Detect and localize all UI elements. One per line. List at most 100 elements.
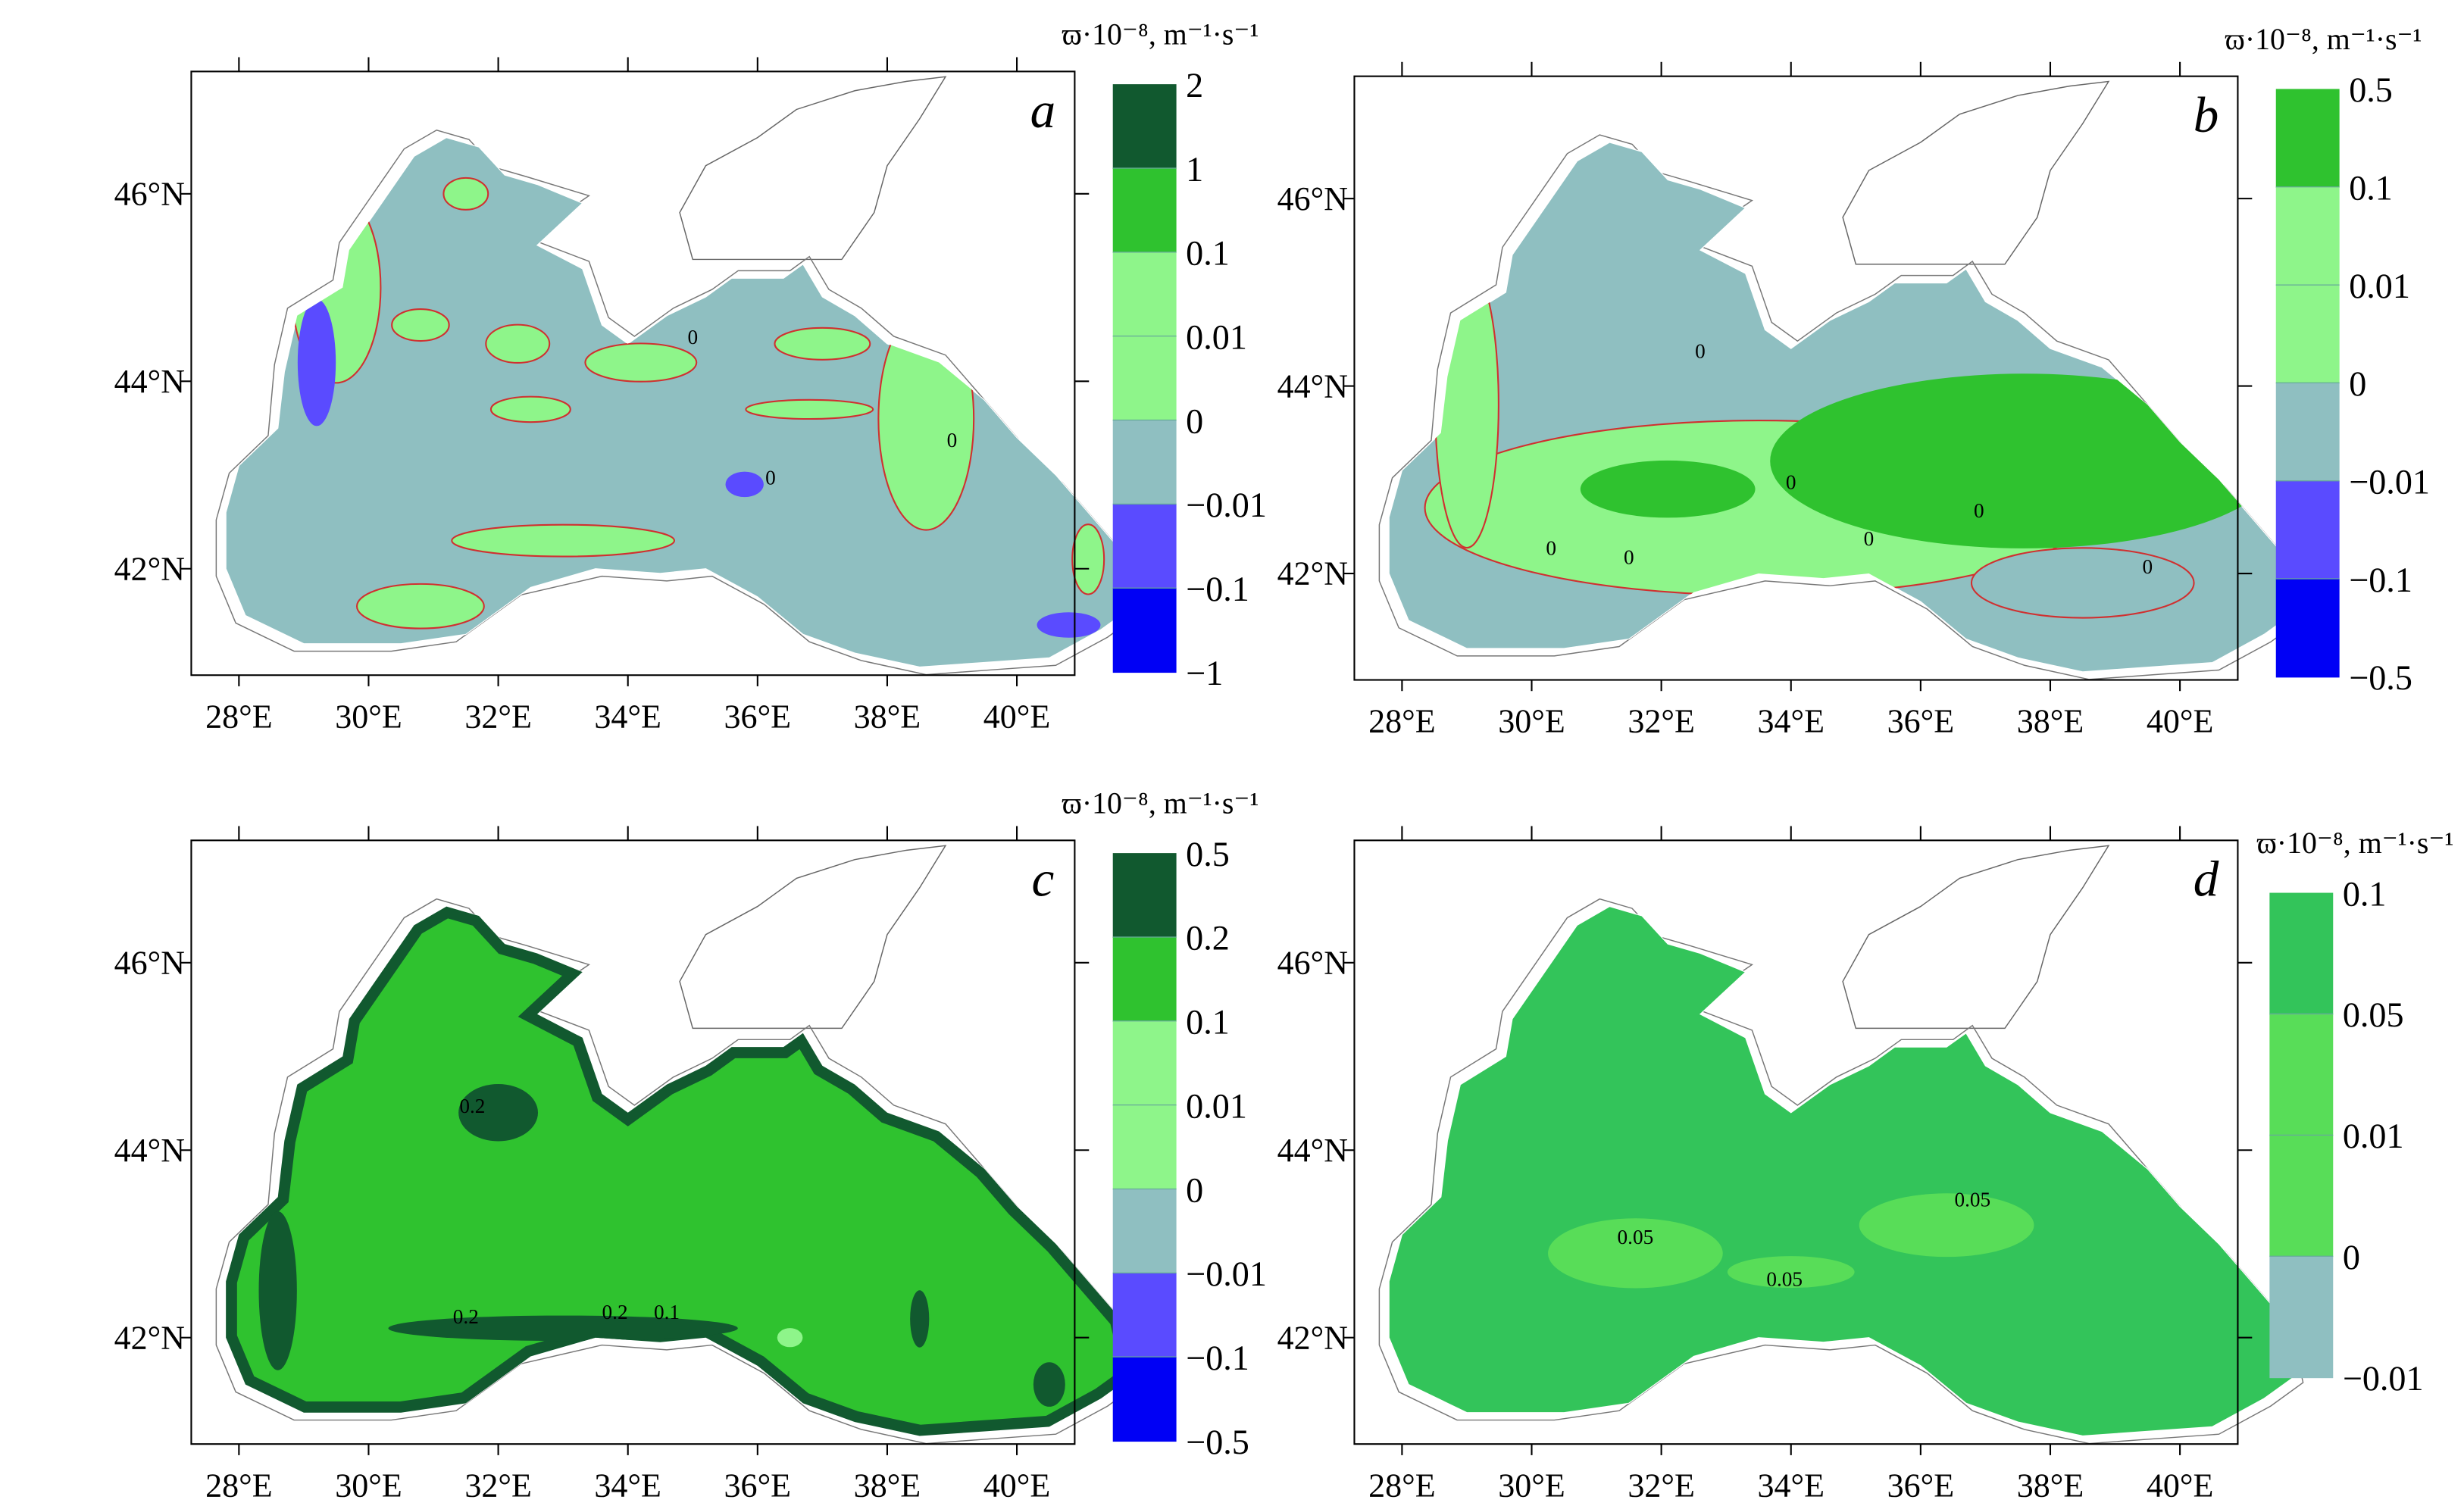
contour-label: 0.05	[1618, 1226, 1654, 1248]
colorbar: ϖ·10⁻⁸, m⁻¹·s⁻¹ 0.1 0.05 0.01 0 −0.01	[2257, 826, 2454, 1398]
contour-region	[1037, 612, 1101, 638]
contour-label: 0.1	[654, 1301, 680, 1323]
contour-region	[485, 323, 551, 364]
colorbar-label: 0	[2343, 1238, 2360, 1276]
colorbar-swatch	[2275, 480, 2340, 580]
sea-of-azov-outline	[1842, 80, 2110, 265]
sea-field	[225, 905, 1134, 1437]
lat-tick-label: 42°N	[114, 550, 185, 587]
contour-label: 0.05	[1766, 1268, 1803, 1291]
colorbar-label: 0.01	[1186, 317, 1247, 356]
lat-tick-label: 44°N	[114, 363, 185, 400]
map-frame	[1353, 839, 2239, 1445]
contour-region	[297, 298, 336, 426]
colorbar-label: 2	[1186, 66, 1203, 105]
colorbar-label: −0.5	[2349, 658, 2412, 697]
contour-region	[1071, 523, 1105, 595]
contour-region	[1580, 460, 1756, 518]
panel-letter: c	[1032, 851, 1055, 908]
coastline	[1378, 134, 2304, 680]
lat-tick-label: 44°N	[114, 1132, 185, 1169]
lon-tick-label: 28°E	[205, 698, 273, 735]
colorbar-swatch	[2269, 892, 2334, 1015]
colorbar-swatch	[1112, 1357, 1177, 1442]
lon-tick-label: 34°E	[1757, 703, 1825, 740]
colorbar-label: −0.1	[1186, 570, 1249, 608]
lon-tick-label: 38°E	[2017, 1467, 2084, 1504]
colorbar-swatch	[1112, 167, 1177, 253]
colorbar-label: −1	[1186, 654, 1223, 692]
contour-label: 0.05	[1954, 1188, 1990, 1211]
contour-label: 0	[1786, 471, 1796, 494]
colorbar-label: −0.01	[2349, 462, 2430, 501]
contour-label: 0	[1546, 536, 1556, 559]
lat-tick-label: 42°N	[1277, 555, 1348, 592]
colorbar-title: ϖ·10⁻⁸, m⁻¹·s⁻¹	[1062, 17, 1259, 52]
colorbar-label: 0.01	[2349, 267, 2410, 305]
contour-region	[1033, 1362, 1065, 1407]
sea-of-azov-outline	[1842, 845, 2110, 1030]
sea-field	[225, 136, 1134, 668]
sea-field	[1388, 905, 2297, 1437]
contour-region	[777, 1328, 803, 1348]
colorbar-swatch	[1112, 1105, 1177, 1190]
lon-tick-label: 28°E	[205, 1467, 273, 1504]
colorbar-swatch	[1112, 252, 1177, 337]
contour-label: 0.2	[459, 1095, 485, 1117]
colorbar-label: 0.5	[2349, 70, 2393, 109]
panel-letter: a	[1030, 82, 1056, 139]
colorbar-label: 0.01	[1186, 1086, 1247, 1125]
colorbar: ϖ·10⁻⁸, m⁻¹·s⁻¹ 2 1 0.1 0.01 0 −0.01 −0.1 −1	[1062, 17, 1267, 692]
colorbar-swatch	[2269, 1256, 2334, 1379]
panel-c: 0.2 0.2 0.2 0.1 28°E 30°E 32°E 34°E 36°E 38°E 40°E…	[114, 786, 1267, 1504]
lon-tick-label: 34°E	[594, 1467, 661, 1504]
lon-tick-label: 40°E	[2147, 703, 2214, 740]
colorbar-label: 1	[1186, 150, 1203, 189]
contour-region	[451, 523, 675, 558]
lon-tick-label: 32°E	[1628, 1467, 1695, 1504]
lat-tick-label: 46°N	[114, 176, 185, 213]
colorbar-label: −0.5	[1186, 1423, 1249, 1461]
colorbar-label: 0.1	[2343, 874, 2387, 913]
map-frame	[190, 839, 1076, 1445]
contour-region	[458, 1084, 539, 1142]
panel-letter: b	[2194, 86, 2219, 143]
lon-tick-label: 32°E	[464, 698, 532, 735]
contour-label: 0.2	[453, 1305, 479, 1328]
lon-tick-label: 32°E	[1628, 703, 1695, 740]
contour-label: 0	[1624, 546, 1634, 569]
contour-region	[1434, 261, 1499, 549]
colorbar-swatch	[1112, 504, 1177, 589]
colorbar-label: 0	[2349, 364, 2366, 403]
lon-tick-label: 30°E	[1498, 703, 1565, 740]
contour-label: 0.2	[602, 1301, 628, 1323]
lon-tick-label: 38°E	[854, 698, 921, 735]
lat-tick-label: 44°N	[1277, 1132, 1348, 1169]
contour-label: 0	[947, 429, 958, 451]
colorbar-label: 0.01	[2343, 1117, 2404, 1155]
colorbar-swatch	[1112, 1189, 1177, 1274]
colorbar-label: 0.1	[2349, 169, 2393, 208]
lat-tick-label: 42°N	[1277, 1319, 1348, 1356]
contour-region	[910, 1290, 930, 1348]
lat-tick-label: 44°N	[1277, 367, 1348, 405]
colorbar-swatch	[1112, 420, 1177, 505]
colorbar-label: −0.01	[1186, 486, 1267, 524]
lon-tick-label: 40°E	[983, 698, 1051, 735]
lon-tick-label: 36°E	[1887, 1467, 1955, 1504]
colorbar: ϖ·10⁻⁸, m⁻¹·s⁻¹ 0.5 0.1 0.01 0 −0.01 −0.1 −0.5	[2225, 22, 2430, 697]
field-contours	[1548, 1193, 2034, 1289]
panel-a: 0 0 0 28°E 30°E 32°E 34°E 36°E 38°E 40°E 46°N 44°N 4…	[114, 17, 1267, 736]
contour-region	[1970, 547, 2195, 619]
contour-label: 0	[765, 466, 776, 489]
contour-region	[391, 308, 450, 342]
colorbar-swatch	[1112, 936, 1177, 1022]
colorbar-swatch	[2275, 285, 2340, 384]
colorbar-swatch	[1112, 1020, 1177, 1106]
lon-tick-label: 34°E	[1757, 1467, 1825, 1504]
contour-region	[745, 398, 874, 420]
lon-tick-label: 38°E	[2017, 703, 2084, 740]
lat-tick-label: 46°N	[114, 944, 185, 981]
lon-tick-label: 36°E	[724, 698, 792, 735]
lat-tick-label: 42°N	[114, 1319, 185, 1356]
